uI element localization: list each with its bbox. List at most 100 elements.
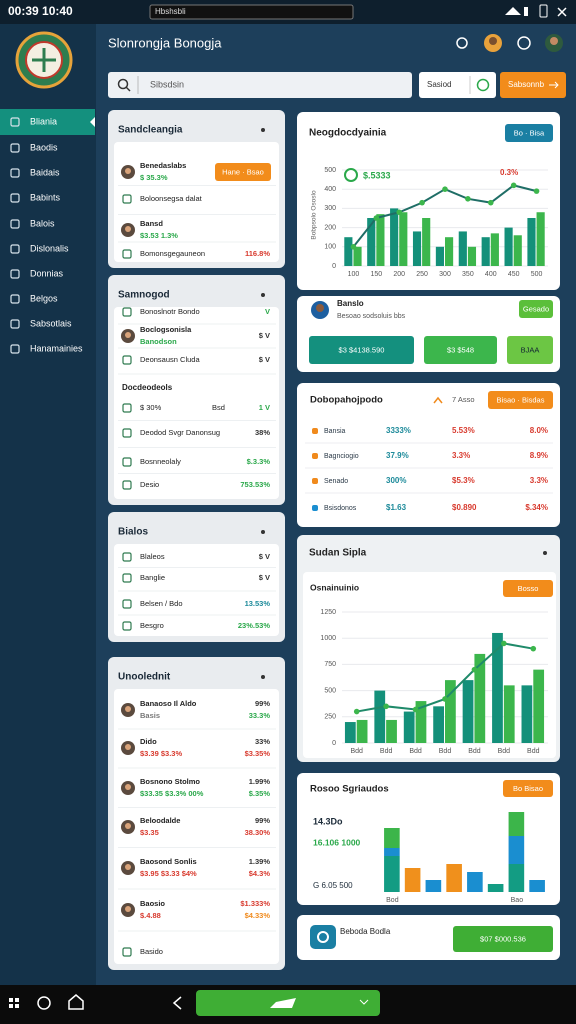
sidebar-icon: [10, 219, 20, 229]
row-label: Beloodalde: [140, 816, 180, 825]
line-marker: [530, 645, 537, 652]
card-change: 7 Asso: [452, 395, 475, 404]
action-button[interactable]: [424, 336, 497, 364]
y-tick-label: 500: [324, 687, 336, 694]
row-value: 1.99%: [249, 777, 271, 786]
table-cell: $1.63: [386, 503, 407, 512]
apps-icon-part: [15, 998, 19, 1002]
axis-label: Bobpsolo Ososlo: [311, 190, 318, 240]
bar: [504, 227, 513, 266]
card-button[interactable]: [505, 124, 553, 142]
back-icon[interactable]: [172, 996, 182, 1010]
select-text: Sasiod: [427, 80, 451, 89]
row-value: V: [265, 307, 270, 316]
sidebar-item: Dislonalis: [30, 243, 69, 253]
row-icon: [122, 403, 132, 413]
card-button[interactable]: [488, 391, 553, 409]
profile-button[interactable]: [519, 300, 553, 318]
section-heading: Docdeodeols: [122, 383, 173, 392]
row-icon: [122, 194, 132, 204]
bar: [445, 680, 456, 743]
row-icon: [122, 249, 132, 259]
x-tick-label: 400: [485, 271, 497, 278]
row-sub: $3.95 $3.33 $4%: [140, 869, 197, 878]
x-tick-label: 150: [370, 271, 382, 278]
header-title: Slonrongja Bonogja: [108, 35, 222, 50]
table-cell: $5.3%: [452, 476, 475, 485]
sidebar-icon: [10, 269, 20, 279]
side-label: 14.3Do: [313, 816, 343, 826]
action-button[interactable]: [500, 72, 566, 98]
table-cell: 37.9%: [386, 451, 409, 460]
sidebar-icon: [10, 294, 20, 304]
row-label: Desio: [140, 480, 159, 489]
row-value: $ V: [259, 573, 270, 582]
card-panel: [114, 307, 279, 499]
row-button[interactable]: [215, 163, 271, 181]
bar: [503, 685, 515, 743]
address-bar[interactable]: [149, 4, 354, 20]
x-tick-label: Bdd: [380, 748, 393, 755]
row-label: Bosnneolaly: [140, 457, 181, 466]
row-value: 33%: [255, 737, 270, 746]
action-button[interactable]: [309, 336, 414, 364]
card-title: Dobopahojpodo: [310, 395, 383, 406]
row-avatar-face: [125, 168, 131, 174]
sidebar-icon: [10, 117, 20, 127]
card-menu-icon[interactable]: [261, 293, 265, 297]
x-tick-label: Bao: [511, 897, 524, 904]
table-cell: 5.53%: [452, 426, 475, 435]
select-box[interactable]: [419, 72, 496, 98]
row-avatar-face: [125, 784, 131, 790]
row-sub: $3.53 1.3%: [140, 231, 178, 240]
footer-button[interactable]: [453, 926, 553, 952]
bar: [467, 246, 477, 266]
search-box[interactable]: [108, 72, 412, 98]
y-tick-label: 0: [332, 740, 336, 747]
bar: [490, 233, 499, 266]
line-marker: [396, 209, 403, 216]
row-sub: $ 35.3%: [140, 173, 168, 182]
card-menu-icon[interactable]: [543, 551, 547, 555]
row-label: Bonoslnotr Bondo: [140, 307, 200, 316]
row-sub: Basis: [140, 711, 160, 720]
action-button-label: $3 $548: [447, 345, 474, 354]
bar: [412, 231, 422, 266]
settings-icon[interactable]: [517, 36, 531, 50]
row-value: 13.53%: [245, 599, 271, 608]
card-button[interactable]: [503, 780, 553, 797]
card-button[interactable]: [503, 580, 553, 597]
x-tick-label: Bdd: [527, 748, 540, 755]
bar: [433, 706, 444, 743]
sidebar-icon: [10, 319, 20, 329]
card: [297, 773, 560, 905]
row-sub-value: $3.35%: [245, 749, 271, 758]
home-icon[interactable]: [68, 994, 84, 1010]
row-sub: $.4.88: [140, 911, 161, 920]
bar: [508, 812, 525, 836]
x-tick-label: Bdd: [468, 748, 481, 755]
card-panel: [303, 572, 556, 758]
sidebar-item: Baodis: [30, 142, 58, 152]
row-label: Bansd: [140, 219, 163, 228]
table-cell: $0.890: [452, 503, 477, 512]
line-marker: [487, 199, 494, 206]
table-cell: 3333%: [386, 426, 411, 435]
bar: [384, 828, 400, 848]
row-sub-value: $4.3%: [249, 869, 271, 878]
table-cell: Bsisdonos: [324, 505, 357, 512]
apps-icon[interactable]: [9, 998, 13, 1002]
card-menu-icon[interactable]: [261, 128, 265, 132]
action-button[interactable]: [507, 336, 553, 364]
compass-icon[interactable]: [37, 996, 51, 1010]
card-title: Rosoo Sgriaudos: [310, 784, 389, 795]
y-tick-label: 200: [324, 224, 336, 231]
profile-detail: Besoao sodsoluis bbs: [337, 313, 406, 320]
sidebar-active[interactable]: [0, 109, 95, 135]
bell-icon[interactable]: [456, 37, 468, 49]
x-tick-label: Bdd: [350, 748, 363, 755]
card-menu-icon[interactable]: [261, 530, 265, 534]
row-value: 753.53%: [240, 480, 270, 489]
row-label: Boclogsonisla: [140, 325, 192, 334]
card-menu-icon[interactable]: [261, 675, 265, 679]
